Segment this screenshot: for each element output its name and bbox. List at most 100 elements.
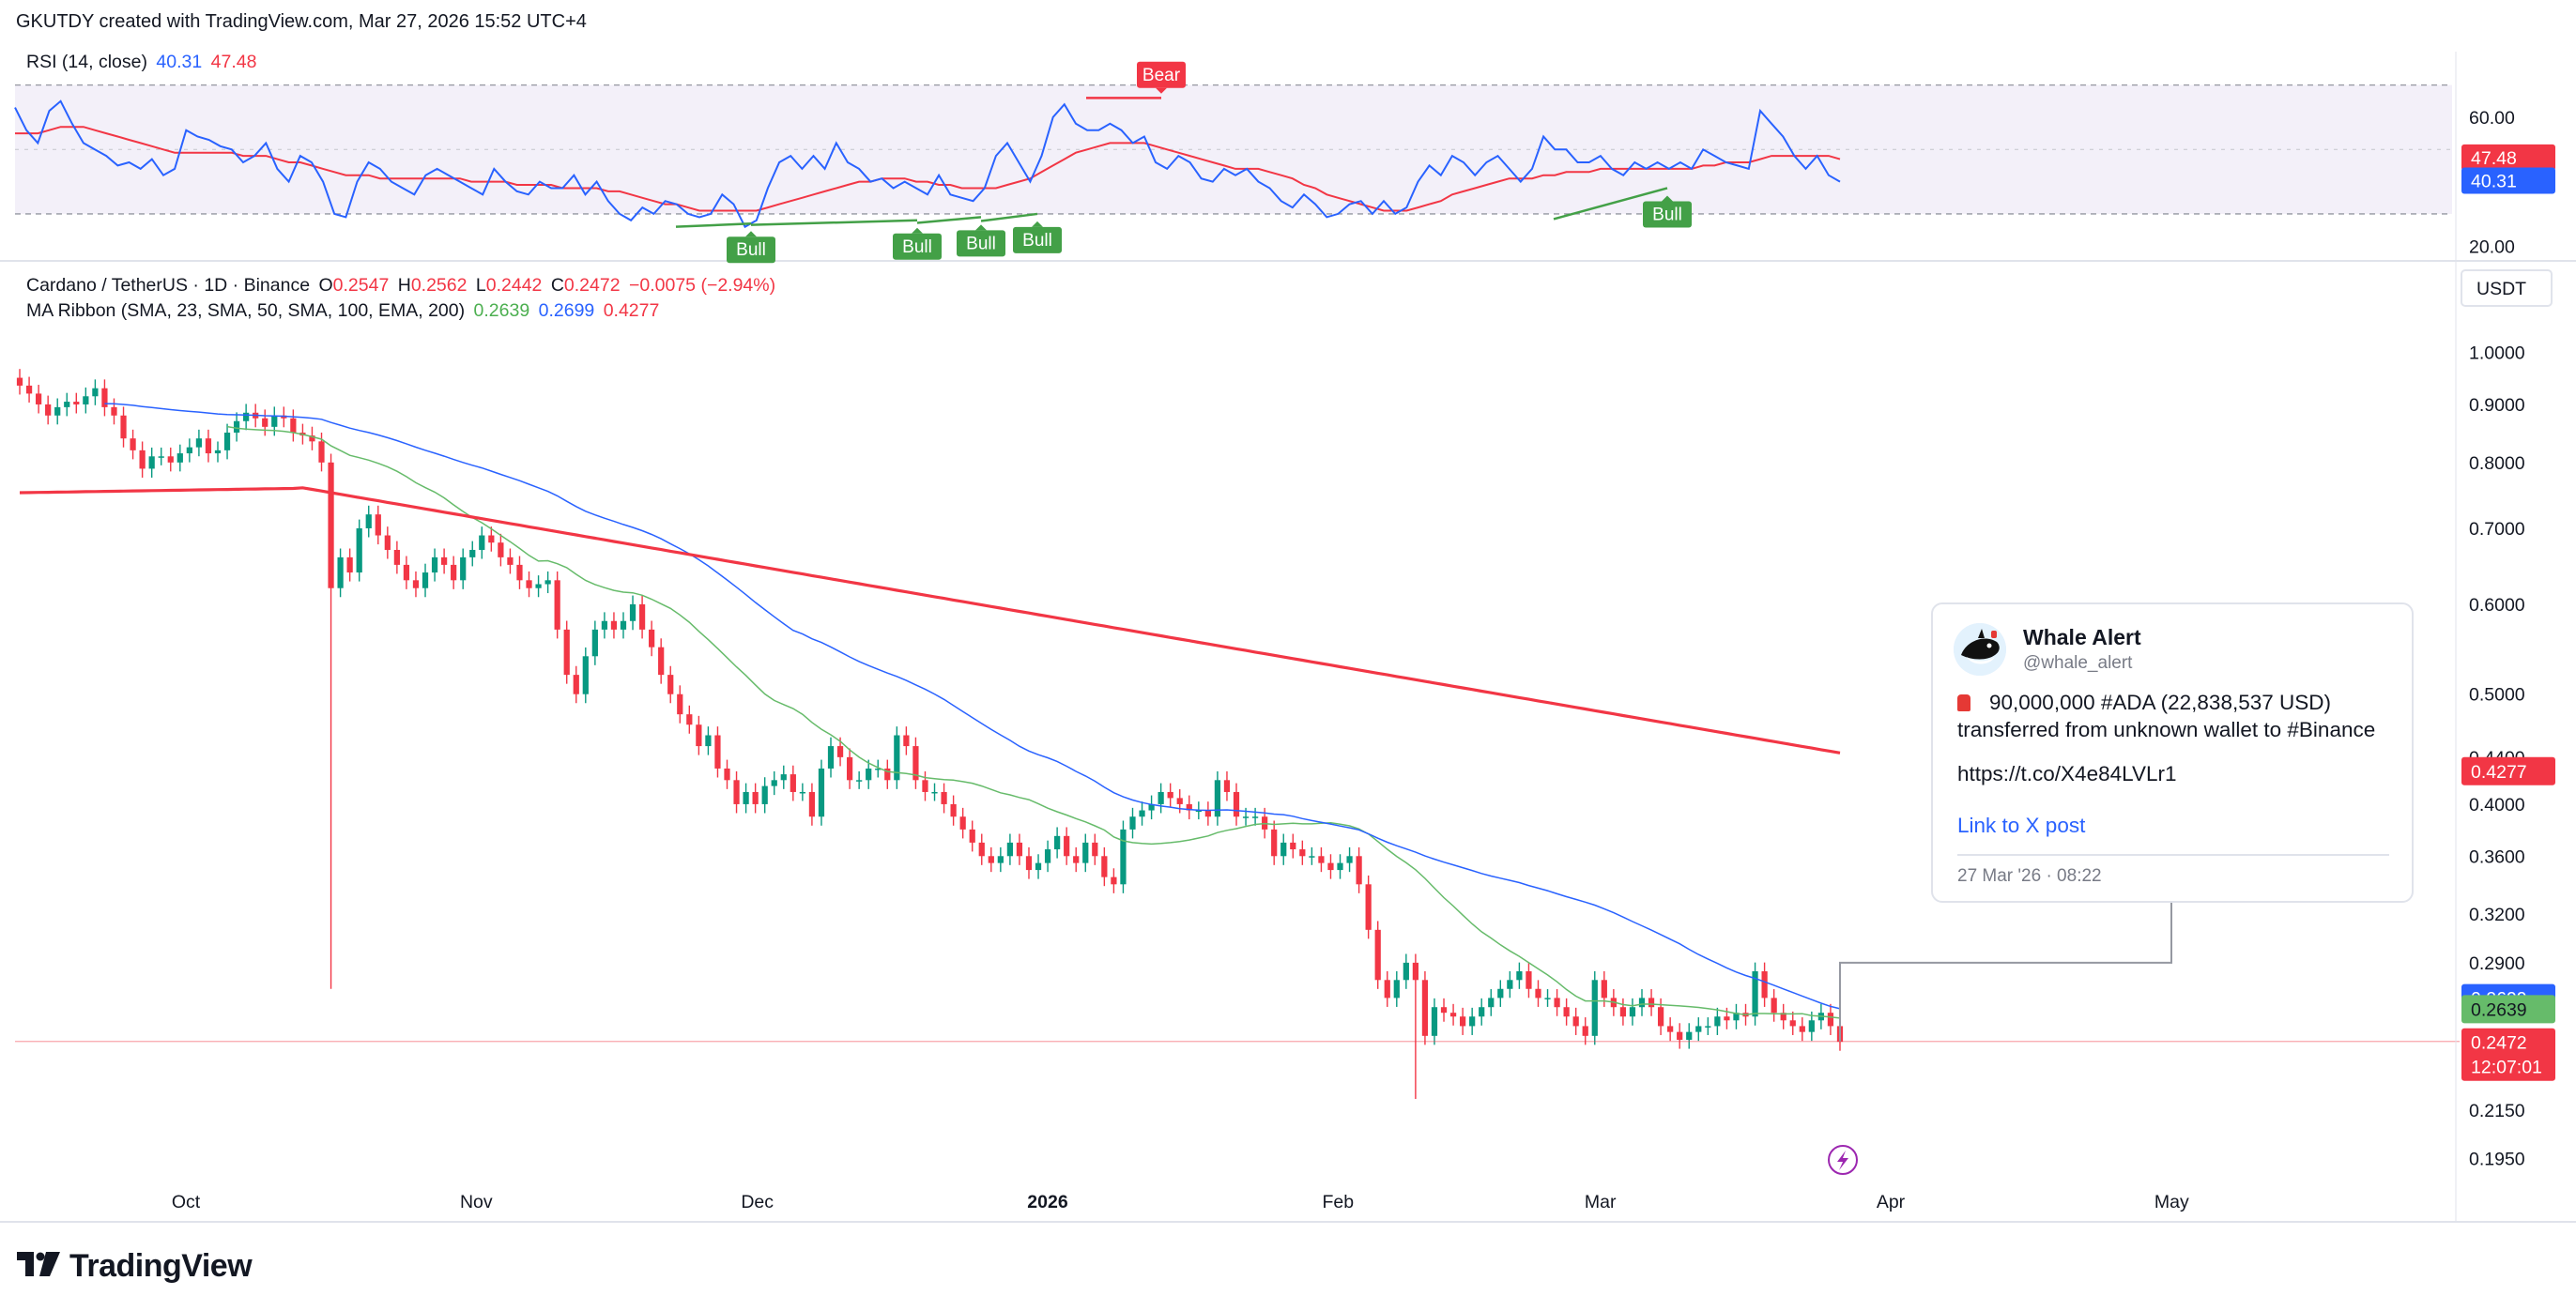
candle — [978, 833, 985, 865]
candle-body — [479, 535, 485, 550]
candle-body — [686, 714, 693, 725]
sma23-line — [226, 425, 1841, 1019]
tweet-line-2: transferred from unknown wallet to #Bina… — [1957, 718, 2376, 741]
candle — [469, 541, 476, 567]
whale-alert-tweet-card[interactable]: Whale Alert @whale_alert 90,000,000 #ADA… — [1931, 602, 2414, 903]
candle — [931, 783, 938, 801]
candle-body — [83, 396, 89, 404]
price-axis-tick: 0.5000 — [2469, 685, 2525, 706]
candle — [649, 620, 655, 657]
candle — [1393, 970, 1400, 1007]
candle — [1469, 1007, 1476, 1035]
currency-button[interactable] — [2461, 269, 2553, 307]
candle-body — [101, 388, 108, 407]
bear-signal-label: Bear — [1137, 61, 1186, 94]
candle-body — [1044, 849, 1051, 863]
candle-body — [469, 549, 476, 557]
signal-label-text: Bear — [1142, 66, 1181, 85]
high-label: H — [397, 275, 411, 296]
candle — [1507, 970, 1513, 998]
rsi-legend[interactable]: RSI (14, close) 40.31 47.48 — [26, 52, 260, 73]
candle-body — [696, 724, 702, 747]
candle — [1016, 833, 1023, 865]
ma-ribbon-legend[interactable]: MA Ribbon (SMA, 23, SMA, 50, SMA, 100, E… — [26, 300, 663, 322]
candle — [1082, 833, 1089, 873]
candle-body — [16, 377, 23, 386]
candle-body — [1526, 971, 1532, 989]
candle — [922, 770, 928, 801]
candle — [884, 759, 891, 789]
tradingview-logo-icon — [17, 1252, 60, 1281]
candle — [846, 748, 853, 789]
candle — [1544, 989, 1551, 1007]
candle-body — [356, 527, 362, 573]
candle — [479, 526, 485, 559]
symbol-legend[interactable]: Cardano / TetherUS · 1D · Binance O0.254… — [26, 275, 779, 297]
candle — [412, 571, 420, 598]
tweet-author-handle: @whale_alert — [2023, 653, 2133, 673]
candle-body — [422, 572, 429, 588]
candle — [1356, 846, 1362, 893]
candle — [1582, 1017, 1588, 1045]
candle-body — [1204, 810, 1211, 817]
candle — [950, 795, 957, 826]
signal-label-box — [727, 236, 775, 264]
close-value: 0.2472 — [563, 275, 621, 296]
candle-body — [601, 620, 608, 630]
candle-body — [309, 435, 315, 442]
candle-body — [167, 456, 174, 463]
tradingview-logo[interactable]: TradingView — [17, 1248, 253, 1285]
signal-label-pointer — [912, 227, 923, 234]
candle — [1460, 1007, 1466, 1035]
candle-body — [1761, 971, 1768, 998]
candle — [36, 385, 42, 414]
candle-body — [1309, 856, 1315, 858]
candle-body — [1488, 998, 1495, 1008]
candle-body — [1535, 988, 1541, 998]
ema200-line — [19, 486, 1841, 755]
candle — [1073, 846, 1080, 873]
candle — [714, 726, 721, 778]
signal-label-pointer — [1156, 87, 1167, 94]
candle — [1290, 833, 1296, 859]
candle — [176, 444, 183, 472]
candle — [1299, 840, 1306, 865]
candle-body — [988, 856, 994, 863]
candle-body — [412, 580, 420, 588]
candle-body — [1629, 1007, 1636, 1017]
candle-body — [827, 746, 835, 769]
candle — [356, 519, 362, 582]
candle-body — [1497, 988, 1504, 998]
candle — [827, 737, 835, 778]
candle — [1591, 970, 1598, 1045]
candle-body — [1695, 1026, 1702, 1032]
candle — [799, 783, 805, 801]
candle-body — [460, 556, 467, 581]
link-to-x-post[interactable]: Link to X post — [1957, 814, 2086, 837]
candle — [1158, 783, 1164, 814]
candle-body — [375, 514, 381, 536]
tweet-short-url[interactable]: https://t.co/X4e84LVLr1 — [1957, 762, 2177, 785]
candle-body — [705, 735, 712, 747]
candle-body — [1780, 1013, 1786, 1021]
candle — [54, 398, 61, 425]
high-value: 0.2562 — [410, 275, 468, 296]
candle — [573, 665, 579, 704]
candle — [894, 726, 900, 789]
candle — [73, 392, 80, 414]
price-axis-tick: 0.6000 — [2469, 595, 2525, 616]
candle — [1449, 1003, 1457, 1026]
candle — [1318, 846, 1325, 873]
candle-body — [1025, 856, 1033, 871]
candle-body — [281, 415, 287, 419]
candle-body — [866, 768, 872, 781]
candle — [1752, 962, 1758, 1026]
candle-body — [1176, 798, 1183, 804]
candle — [1686, 1023, 1693, 1049]
candle-body — [1677, 1031, 1683, 1041]
candle — [752, 783, 759, 814]
candle-body — [262, 418, 268, 427]
candle — [375, 505, 381, 545]
candle-body — [894, 735, 900, 781]
rsi-ma-line — [15, 126, 1841, 212]
